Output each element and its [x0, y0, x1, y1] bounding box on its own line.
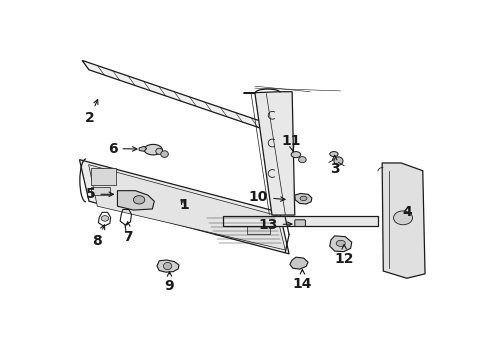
Ellipse shape [161, 151, 169, 157]
Ellipse shape [336, 240, 345, 246]
Polygon shape [330, 236, 352, 252]
Polygon shape [295, 193, 312, 204]
Polygon shape [82, 60, 273, 132]
Text: 2: 2 [85, 100, 98, 125]
Ellipse shape [127, 198, 143, 205]
Text: 6: 6 [108, 141, 137, 156]
Polygon shape [382, 163, 425, 278]
Polygon shape [79, 159, 289, 254]
Ellipse shape [163, 262, 172, 270]
Bar [247, 223, 270, 234]
Ellipse shape [144, 144, 162, 155]
Polygon shape [266, 123, 275, 132]
Ellipse shape [156, 148, 163, 154]
Ellipse shape [300, 196, 307, 201]
Ellipse shape [291, 152, 301, 158]
Text: 7: 7 [123, 222, 132, 244]
Text: 3: 3 [330, 155, 340, 176]
Polygon shape [222, 216, 378, 226]
Circle shape [393, 211, 413, 225]
Polygon shape [139, 146, 147, 151]
Polygon shape [244, 92, 295, 215]
FancyBboxPatch shape [295, 220, 305, 226]
Text: 1: 1 [180, 198, 190, 212]
Text: 4: 4 [402, 205, 412, 219]
Text: 10: 10 [249, 190, 285, 204]
Text: 14: 14 [293, 270, 312, 291]
Text: 12: 12 [334, 244, 354, 266]
Ellipse shape [334, 157, 343, 165]
Bar [91, 168, 116, 185]
Circle shape [101, 216, 109, 221]
Polygon shape [290, 257, 308, 269]
Text: 8: 8 [93, 225, 105, 248]
Polygon shape [89, 165, 285, 250]
Bar [91, 187, 110, 195]
Ellipse shape [298, 157, 306, 163]
Ellipse shape [133, 195, 145, 204]
Text: 11: 11 [281, 134, 300, 151]
Polygon shape [157, 260, 179, 272]
Text: 5: 5 [86, 187, 113, 201]
Text: 9: 9 [165, 272, 174, 293]
Ellipse shape [330, 152, 338, 157]
Text: 13: 13 [258, 218, 292, 232]
Polygon shape [118, 191, 154, 210]
